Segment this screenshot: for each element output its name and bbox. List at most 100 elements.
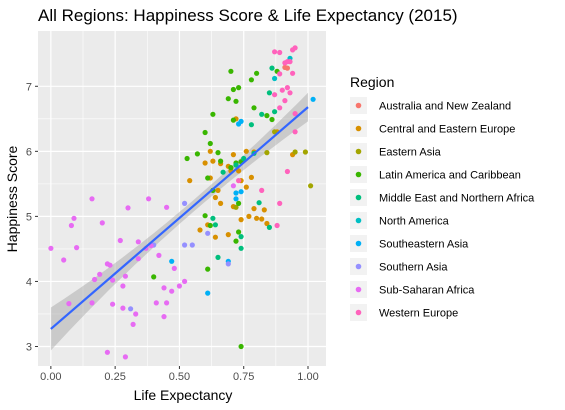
data-point [182,242,188,248]
data-point [272,109,278,115]
data-point [233,98,239,104]
data-point [264,113,270,119]
legend-label: Australia and New Zealand [379,101,511,113]
x-axis-title: Life Expectancy [134,387,233,403]
data-point [215,187,221,193]
data-point [169,258,175,264]
data-point [210,158,216,164]
data-point [89,300,95,306]
data-point [125,205,131,211]
data-point [225,96,231,102]
data-point [133,311,139,317]
data-point [215,254,221,260]
data-point [225,232,231,238]
data-point [266,224,272,230]
data-point [117,237,123,244]
data-point [230,117,236,123]
data-point [290,47,296,53]
data-point [272,92,278,98]
data-point [284,85,290,91]
data-point [153,300,159,306]
data-point [71,215,77,221]
data-point [210,215,216,221]
data-point [104,349,110,355]
data-point [205,290,211,296]
y-tick-label: 4 [26,276,32,288]
data-point [187,178,193,184]
legend-label: Central and Eastern Europe [379,124,515,136]
data-point [212,222,218,228]
legend-key [355,240,362,247]
data-point [130,321,136,327]
data-point [236,178,242,184]
legend-title: Region [350,74,394,90]
data-point [238,189,244,195]
data-point [176,283,182,289]
data-point [241,155,247,162]
data-point [259,111,265,117]
data-point [122,273,128,279]
data-point [207,140,213,147]
legend-items: Australia and New Zealand Central and Eas… [350,97,535,321]
data-point [277,105,283,111]
data-point [282,98,288,104]
data-point [236,200,242,206]
legend-key [355,263,362,270]
data-point [120,305,126,311]
data-point [215,150,221,156]
data-point [272,129,278,135]
data-point [256,200,262,206]
data-point [197,227,203,233]
data-point [282,60,288,66]
data-point [182,200,188,206]
data-point [243,184,249,190]
data-point [184,155,190,162]
data-point [218,158,224,164]
data-point [236,121,242,127]
legend-item: Australia and New Zealand [350,97,511,114]
data-point [236,229,242,235]
chart-title: All Regions: Happiness Score & Life Expe… [38,6,458,25]
data-point [205,175,211,181]
data-point [233,190,239,196]
data-point [146,196,152,202]
data-point [264,150,270,156]
data-point [202,213,208,219]
x-tick-label: 0.00 [40,371,61,383]
x-tick-label: 1.00 [297,371,318,383]
data-point [182,278,188,284]
data-point [164,204,170,210]
data-point [248,77,254,83]
legend-label: Southeastern Asia [379,239,469,251]
data-point [110,277,116,283]
legend-item: Southeastern Asia [350,235,469,252]
data-point [135,239,141,245]
data-point [287,90,293,96]
data-point [220,169,226,175]
legend-item: Eastern Asia [350,143,442,160]
data-point [194,151,200,157]
data-point [107,262,113,268]
legend-key [355,194,362,201]
data-point [248,174,254,180]
data-point [251,105,257,111]
data-point [74,245,80,251]
data-point [269,65,275,71]
data-point [128,306,134,312]
data-point [236,85,242,91]
data-point [212,234,218,240]
data-point [228,68,234,74]
data-point [97,271,103,277]
data-point [266,90,272,96]
data-point [68,222,74,229]
legend-key [355,148,362,155]
data-point [61,257,67,263]
data-point [205,230,211,236]
data-point [161,285,167,291]
data-point [277,71,283,77]
data-point [207,148,213,154]
data-point [99,220,105,226]
legend-key [355,125,362,132]
regression-line [50,106,309,330]
